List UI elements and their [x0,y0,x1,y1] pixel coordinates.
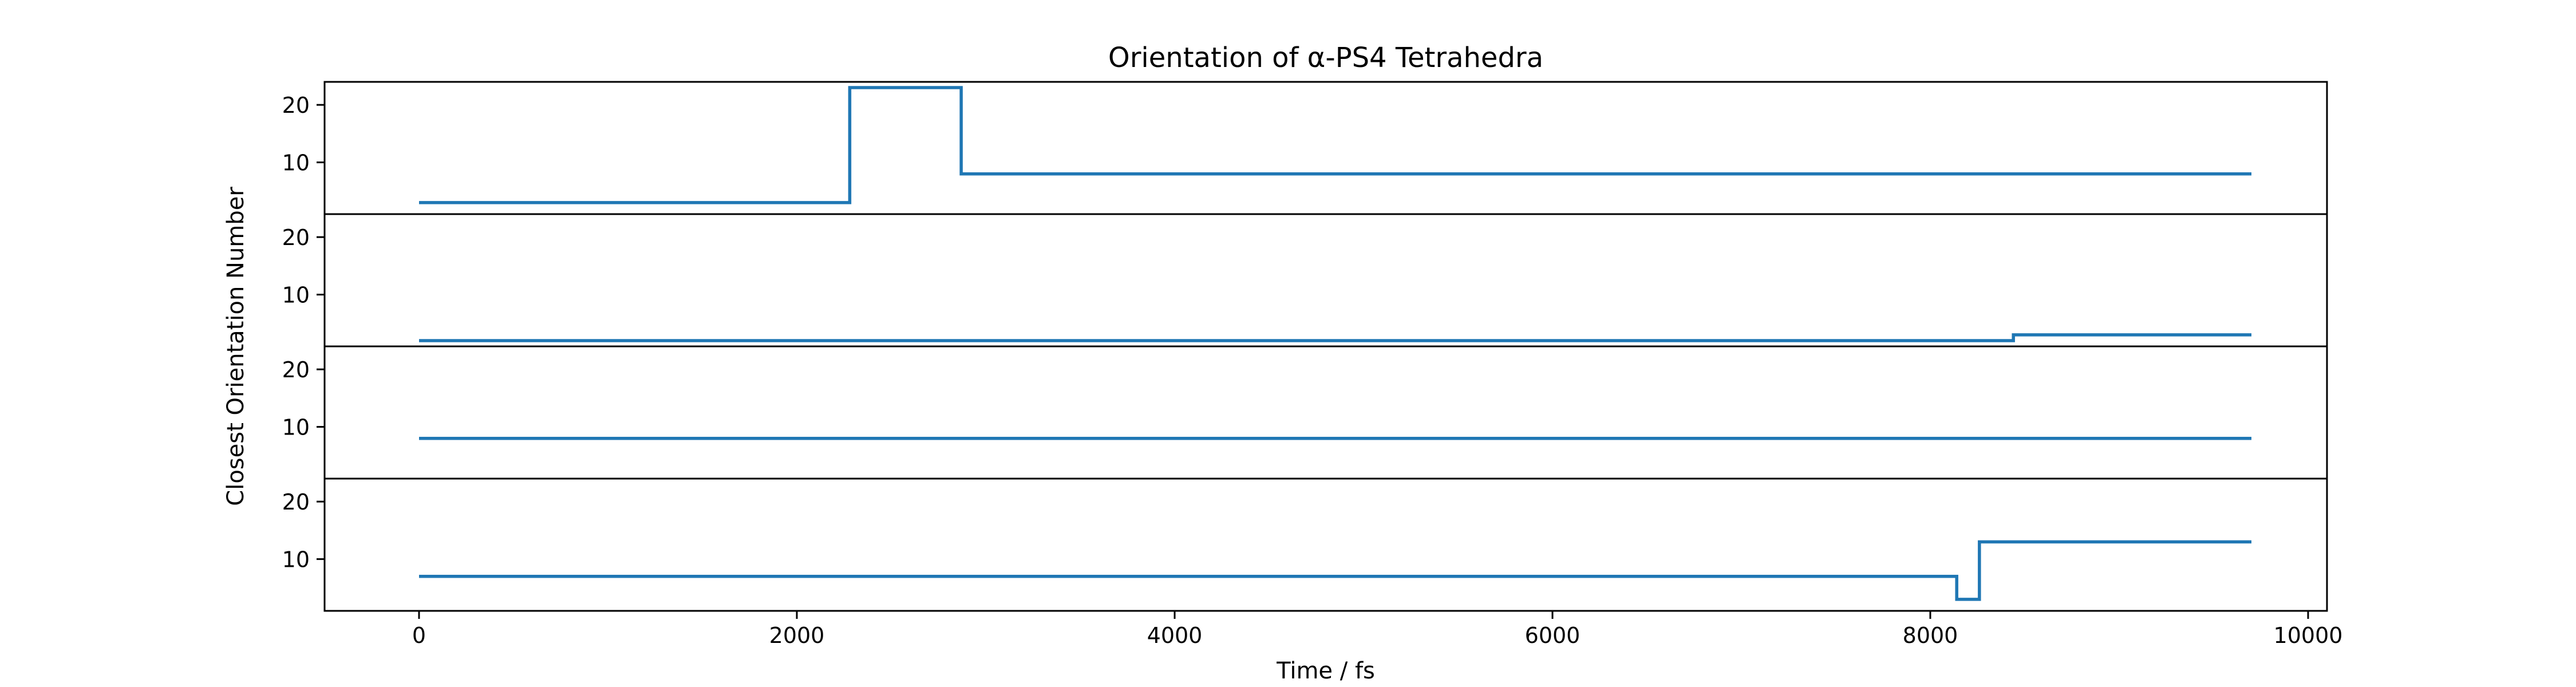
panel-4: 10 20 [282,477,2328,612]
y-tick-label: 10 [282,151,310,176]
y-tick-label: 10 [282,415,310,440]
chart-title: Orientation of α-PS4 Tetrahedra [1108,42,1543,74]
x-tick-label: 8000 [1903,623,1958,648]
x-axis-label: Time / fs [1276,658,1375,684]
x-tick-label: 10000 [2274,623,2343,648]
y-tick-label: 10 [282,283,310,308]
x-tick-label: 6000 [1525,623,1581,648]
panel-frame [323,213,2328,348]
x-tick-label: 2000 [769,623,825,648]
y-tick-label: 20 [282,225,310,250]
y-tick-label: 20 [282,93,310,118]
panel-1: 10 20 [282,81,2328,215]
series-line-1 [419,86,2251,204]
panel-3: 10 20 [282,345,2328,480]
y-axis-label: Closest Orientation Number [223,187,249,506]
y-tick-label: 20 [282,357,310,382]
panel-frame [323,81,2328,215]
panels: 10 20 10 20 10 20 10 20 [282,81,2328,612]
panel-frame [323,477,2328,612]
y-tick-label: 10 [282,547,310,572]
series-line-4 [419,540,2251,601]
panel-2: 10 20 [282,213,2328,348]
series-line-2 [419,333,2251,342]
panel-frame [323,345,2328,480]
x-tick-label: 0 [412,623,426,648]
x-axis: 0 2000 4000 6000 8000 10000 [412,611,2343,648]
y-tick-label: 20 [282,489,310,515]
x-tick-label: 4000 [1147,623,1203,648]
